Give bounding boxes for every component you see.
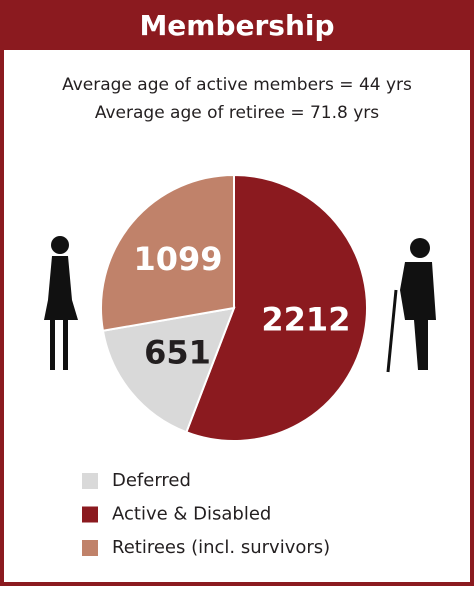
data-label: 651 [144,333,211,371]
header-band [0,0,474,50]
subtitle: Average age of retiree = 71.8 yrs [95,103,379,123]
data-label: 1099 [133,240,222,278]
legend-swatch [82,506,98,523]
chart-title: Membership [139,9,334,42]
woman-silhouette [44,236,78,370]
legend-label: Retirees (incl. survivors) [112,537,330,558]
subtitle: Average age of active members = 44 yrs [62,75,412,95]
data-label: 2212 [261,300,350,338]
pie-slice [100,173,235,332]
legend-swatch [82,540,98,556]
legend-swatch [82,473,98,489]
elder-silhouette [386,238,436,373]
pie-slice [185,173,368,442]
legend-label: Deferred [112,470,191,491]
legend-label: Active & Disabled [112,504,271,525]
pie-slice [101,306,236,434]
